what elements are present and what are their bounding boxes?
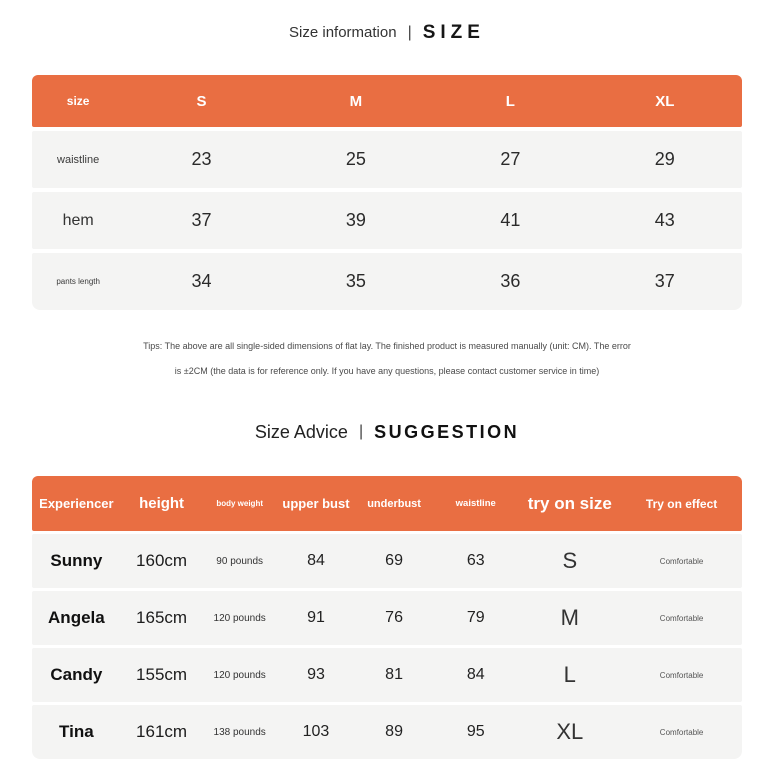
size-table-row-hem: hem 37 39 41 43 xyxy=(32,192,742,249)
advice-cell-height: 165cm xyxy=(136,608,188,627)
size-advice-title: Size Advice | SUGGESTION xyxy=(32,420,742,444)
row-label-waistline: waistline xyxy=(57,153,100,166)
advice-cell-waistline: 63 xyxy=(466,552,485,569)
tips-line-2: is ±2CM (the data is for reference only.… xyxy=(174,366,600,376)
advice-cell-upper-bust: 91 xyxy=(307,609,325,626)
advice-cell-weight: 90 pounds xyxy=(216,555,264,567)
size-cell-hem-s: 37 xyxy=(191,210,212,230)
advice-cell-name: Angela xyxy=(48,608,105,627)
advice-cell-height: 161cm xyxy=(136,722,188,741)
size-info-title: Size information | SIZE xyxy=(32,0,742,44)
suggestion-row-tina: Tina 161cm 138 pounds 103 89 95 XL Comfo… xyxy=(32,705,742,759)
advice-cell-try-on-effect: Comfortable xyxy=(659,556,704,566)
size-cell-hem-xl: 43 xyxy=(654,210,675,230)
advice-cell-try-on-size: L xyxy=(563,662,576,687)
advice-cell-name: Sunny xyxy=(50,551,103,570)
advice-cell-try-on-effect: Comfortable xyxy=(659,670,704,680)
advice-cell-height: 155cm xyxy=(136,665,188,684)
advice-cell-weight: 138 pounds xyxy=(213,726,266,738)
title-separator: | xyxy=(358,423,364,440)
suggestion-row-angela: Angela 165cm 120 pounds 91 76 79 M Comfo… xyxy=(32,591,742,645)
advice-cell-name: Tina xyxy=(59,722,94,741)
header-cell-try-on-effect: Try on effect xyxy=(645,496,718,511)
row-label-pants-length: pants length xyxy=(56,277,100,286)
advice-cell-underbust: 89 xyxy=(385,723,403,740)
size-cell-pants-l: 36 xyxy=(500,271,521,291)
size-advice-title-text: Size Advice xyxy=(254,422,348,442)
header-cell-m: M xyxy=(349,92,363,110)
advice-cell-upper-bust: 93 xyxy=(307,666,325,683)
row-label-hem: hem xyxy=(62,211,94,229)
advice-cell-try-on-effect: Comfortable xyxy=(659,727,704,737)
header-cell-xl: XL xyxy=(655,92,675,110)
size-info-title-en: SIZE xyxy=(422,22,485,43)
header-cell-underbust: underbust xyxy=(367,497,421,510)
suggestion-table: Experiencer height body weight upper bus… xyxy=(32,476,742,759)
advice-cell-upper-bust: 103 xyxy=(302,723,330,740)
header-cell-body-weight: body weight xyxy=(216,499,263,508)
advice-cell-upper-bust: 84 xyxy=(307,552,325,569)
size-cell-pants-m: 35 xyxy=(345,271,366,291)
size-info-title-text: Size information xyxy=(289,24,397,41)
advice-cell-height: 160cm xyxy=(136,551,188,570)
header-cell-s: S xyxy=(196,92,207,110)
header-cell-l: L xyxy=(505,92,515,110)
size-guide-page: Size information | SIZE size S M L XL wa… xyxy=(32,0,742,759)
size-table-row-waistline: waistline 23 25 27 29 xyxy=(32,131,742,188)
advice-cell-try-on-size: S xyxy=(562,548,578,573)
size-cell-waistline-l: 27 xyxy=(500,149,521,169)
header-cell-size: size xyxy=(66,94,90,108)
advice-cell-waistline: 84 xyxy=(466,666,485,683)
suggestion-row-sunny: Sunny 160cm 90 pounds 84 69 63 S Comfort… xyxy=(32,534,742,588)
size-cell-pants-xl: 37 xyxy=(654,271,675,291)
size-cell-hem-l: 41 xyxy=(500,210,521,230)
advice-cell-try-on-size: XL xyxy=(556,719,584,744)
advice-cell-weight: 120 pounds xyxy=(213,669,266,681)
suggestion-table-header-row: Experiencer height body weight upper bus… xyxy=(32,476,742,531)
size-table: size S M L XL waistline 23 25 27 29 hem … xyxy=(32,75,742,310)
advice-cell-underbust: 76 xyxy=(385,609,403,626)
header-cell-waistline: waistline xyxy=(455,498,496,509)
size-cell-waistline-s: 23 xyxy=(191,149,212,169)
size-table-header-row: size S M L XL xyxy=(32,75,742,127)
tips-line-1: Tips: The above are all single-sided dim… xyxy=(143,341,631,351)
header-cell-experiencer: Experiencer xyxy=(39,496,114,511)
tips-text: Tips: The above are all single-sided dim… xyxy=(32,334,742,384)
size-table-row-pants-length: pants length 34 35 36 37 xyxy=(32,253,742,310)
size-cell-waistline-xl: 29 xyxy=(654,149,675,169)
size-advice-title-en: SUGGESTION xyxy=(374,422,520,442)
suggestion-row-candy: Candy 155cm 120 pounds 93 81 84 L Comfor… xyxy=(32,648,742,702)
advice-cell-try-on-size: M xyxy=(560,605,579,630)
header-cell-height: height xyxy=(139,495,185,512)
advice-cell-underbust: 81 xyxy=(385,666,403,683)
advice-cell-underbust: 69 xyxy=(385,552,403,569)
size-cell-pants-s: 34 xyxy=(191,271,212,291)
advice-cell-weight: 120 pounds xyxy=(213,612,266,624)
header-cell-upper-bust: upper bust xyxy=(282,496,350,511)
size-cell-hem-m: 39 xyxy=(345,210,366,230)
title-separator: | xyxy=(407,24,412,41)
advice-cell-waistline: 95 xyxy=(466,723,485,740)
advice-cell-waistline: 79 xyxy=(466,609,485,626)
advice-cell-name: Candy xyxy=(50,665,103,684)
advice-cell-try-on-effect: Comfortable xyxy=(659,613,704,623)
size-cell-waistline-m: 25 xyxy=(345,149,366,169)
header-cell-try-on-size: try on size xyxy=(527,493,612,513)
